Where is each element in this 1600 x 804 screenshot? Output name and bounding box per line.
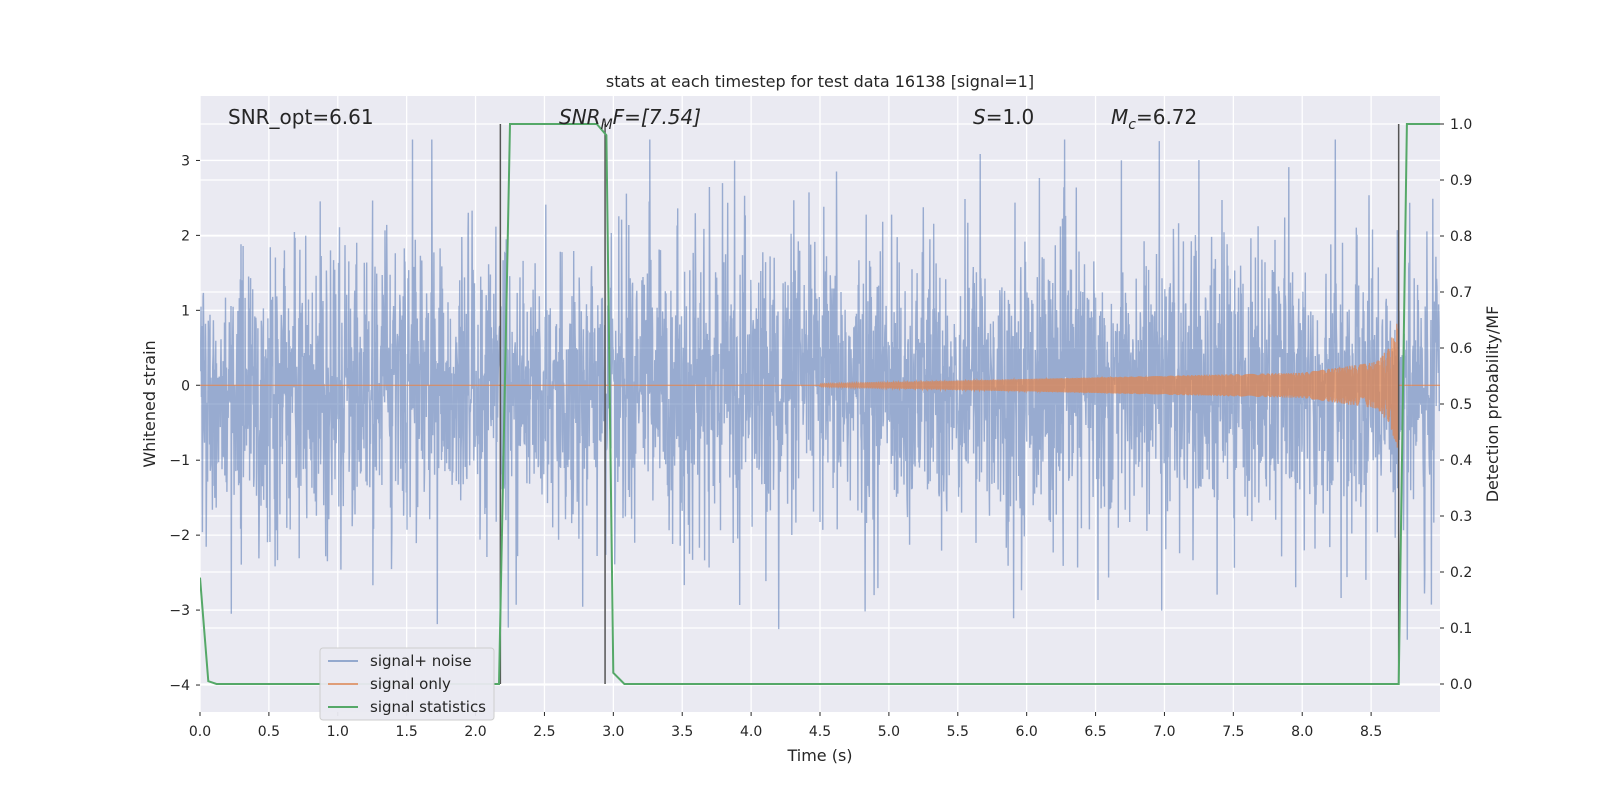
annotation-s-symbol: S xyxy=(973,105,986,129)
x-tick-label: 5.0 xyxy=(878,724,900,740)
y-tick-label-left: 1 xyxy=(181,303,190,319)
x-tick-label: 3.0 xyxy=(602,724,624,740)
series-layer xyxy=(200,123,1440,685)
x-tick-label: 3.5 xyxy=(671,724,693,740)
y-tick-label-right: 1.0 xyxy=(1450,117,1472,133)
y-tick-label-left: 2 xyxy=(181,228,190,244)
axis-layer: 0.0 0.5 1.0 1.5 2.0 2.5 3.0 3.5 4.0 4.5 5.0 5.5 6.0 6… xyxy=(169,117,1472,740)
x-tick-label: 2.0 xyxy=(464,724,486,740)
legend-label-signal-noise: signal+ noise xyxy=(370,652,472,670)
y-axis-label-right: Detection probability/MF xyxy=(1483,306,1502,503)
y-tick-label-right: 0.6 xyxy=(1450,341,1472,357)
annotation-s-value: =1.0 xyxy=(986,105,1035,129)
x-tick-label: 4.0 xyxy=(740,724,762,740)
x-tick-label: 0.5 xyxy=(258,724,280,740)
x-axis-label: Time (s) xyxy=(786,746,852,765)
x-tick-label: 4.5 xyxy=(809,724,831,740)
y-tick-label-right: 0.7 xyxy=(1450,285,1472,301)
y-tick-label-left: 3 xyxy=(181,153,190,169)
y-axis-label-left: Whitened strain xyxy=(140,340,159,467)
series-signal-statistics-line xyxy=(200,123,1440,685)
x-tick-label: 2.5 xyxy=(533,724,555,740)
legend-label-signal-only: signal only xyxy=(370,675,451,693)
annotation-snr-mf-main: SNR xyxy=(559,105,601,129)
annotation-s: S=1.0 xyxy=(973,105,1034,129)
legend-box xyxy=(319,647,495,721)
y-tick-label-left: 0 xyxy=(181,378,190,394)
legend-label-signal-statistics: signal statistics xyxy=(370,698,486,716)
x-tick-label: 6.5 xyxy=(1084,724,1106,740)
legend: signal+ noise signal only signal statist… xyxy=(319,647,495,721)
y-tick-label-right: 0.5 xyxy=(1450,397,1472,413)
y-tick-label-left: −1 xyxy=(169,453,190,469)
y-tick-label-right: 0.2 xyxy=(1450,565,1472,581)
annotation-snr-mf-sub: M xyxy=(601,117,613,133)
y-tick-label-right: 0.8 xyxy=(1450,229,1472,245)
y-tick-label-left: −3 xyxy=(169,603,190,619)
x-tick-label: 0.0 xyxy=(189,724,211,740)
annotation-mc-value: =6.72 xyxy=(1136,105,1197,129)
annotation-snr-mf-rest: F=[7.54] xyxy=(613,105,701,129)
x-tick-label: 7.5 xyxy=(1222,724,1244,740)
annotation-snr-mf: SNRMF=[7.54] xyxy=(559,105,701,133)
y-tick-label-left: −2 xyxy=(169,528,190,544)
x-tick-label: 5.5 xyxy=(947,724,969,740)
x-tick-label: 8.5 xyxy=(1360,724,1382,740)
x-tick-label: 6.0 xyxy=(1016,724,1038,740)
x-tick-label: 1.0 xyxy=(327,724,349,740)
y-tick-label-right: 0.0 xyxy=(1450,677,1472,693)
x-tick-label: 1.5 xyxy=(396,724,418,740)
x-tick-label: 8.0 xyxy=(1291,724,1313,740)
y-tick-label-right: 0.3 xyxy=(1450,509,1472,525)
chart-title: stats at each timestep for test data 161… xyxy=(606,72,1034,91)
y-tick-label-right: 0.4 xyxy=(1450,453,1472,469)
annotation-mc: Mc=6.72 xyxy=(1111,105,1197,133)
annotation-mc-main: M xyxy=(1111,105,1128,129)
x-tick-label: 7.0 xyxy=(1153,724,1175,740)
annotation-mc-sub: c xyxy=(1128,117,1136,133)
series-signal-only-line xyxy=(200,323,1440,448)
y-tick-label-right: 0.9 xyxy=(1450,173,1472,189)
y-tick-label-right: 0.1 xyxy=(1450,621,1472,637)
annotation-snr-opt: SNR_opt=6.61 xyxy=(228,105,374,129)
y-tick-label-left: −4 xyxy=(169,678,190,694)
